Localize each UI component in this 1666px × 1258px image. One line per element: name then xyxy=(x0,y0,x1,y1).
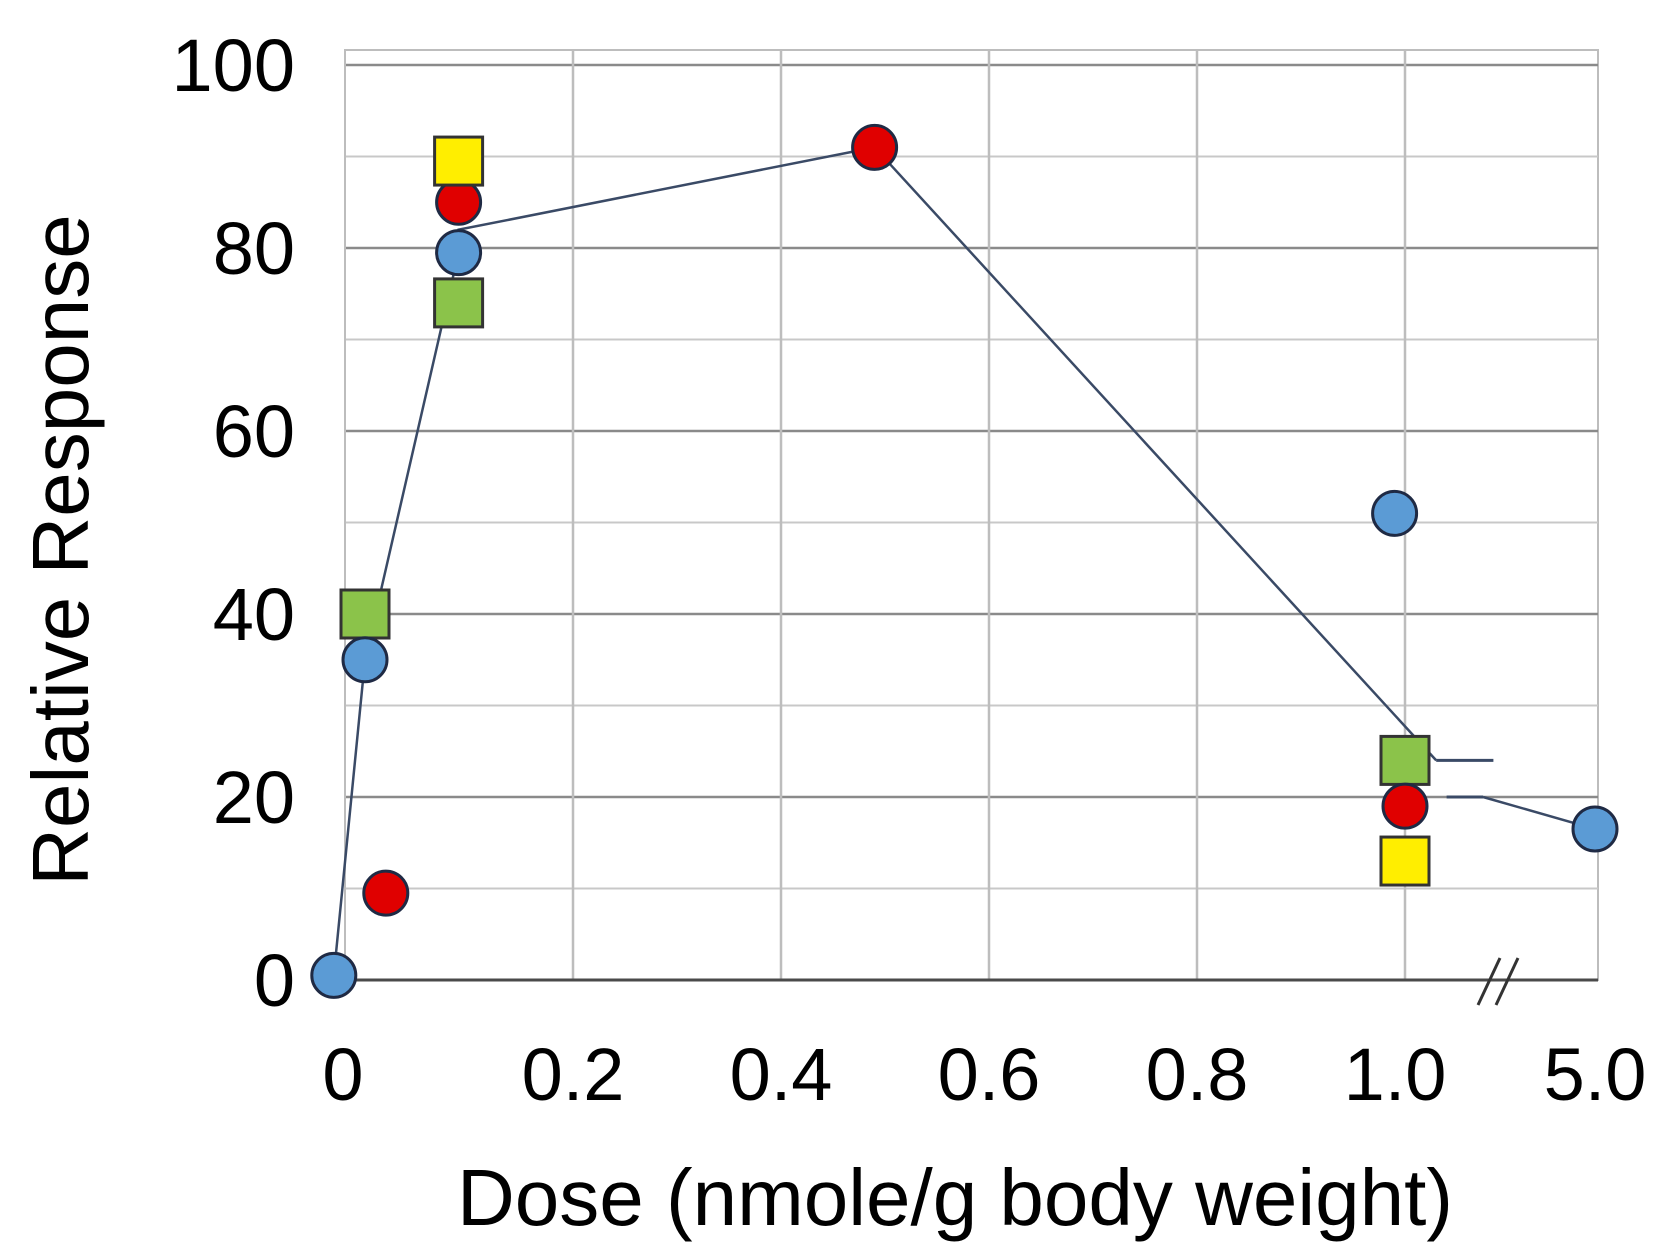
point-red-circle xyxy=(851,123,899,171)
point-red-circle xyxy=(435,178,483,226)
point-blue-circle xyxy=(1371,489,1419,537)
y-tick-label: 60 xyxy=(213,390,295,473)
point-blue-circle xyxy=(310,951,358,999)
point-yellow-square xyxy=(1379,835,1431,887)
point-blue-circle xyxy=(341,636,389,684)
point-red-circle xyxy=(362,869,410,917)
x-tick-label: 0.8 xyxy=(1146,1033,1249,1116)
x-tick-label: 1.0 xyxy=(1344,1033,1447,1116)
y-tick-label: 0 xyxy=(254,939,295,1022)
point-green-square xyxy=(1379,734,1431,786)
point-green-square xyxy=(433,277,485,329)
x-tick-label: 0.6 xyxy=(938,1033,1041,1116)
x-tick-label: 0.2 xyxy=(522,1033,625,1116)
y-tick-label: 40 xyxy=(213,573,295,656)
axes xyxy=(344,50,1598,1006)
x-tick-label: 5.0 xyxy=(1544,1033,1647,1116)
x-tick-label: 0 xyxy=(322,1033,363,1116)
y-tick-label: 80 xyxy=(213,207,295,290)
y-tick-label: 100 xyxy=(172,24,295,107)
point-blue-circle xyxy=(435,229,483,277)
x-axis-title: Dose (nmole/g body weight) xyxy=(457,1153,1453,1242)
point-green-square xyxy=(339,588,391,640)
axis-break-slash xyxy=(1494,957,1520,1006)
tick-labels: 0 20 40 60 80 100 0 0.2 0.4 0.6 0.8 1.0 5.0 xyxy=(172,24,1647,1116)
y-axis-title: Relative Response xyxy=(16,214,105,885)
point-red-circle xyxy=(1381,782,1429,830)
point-yellow-square xyxy=(433,135,485,187)
y-tick-label: 20 xyxy=(213,756,295,839)
axis-break-slash xyxy=(1476,957,1502,1006)
data-points xyxy=(310,123,1619,999)
point-blue-circle xyxy=(1571,805,1619,853)
x-tick-label: 0.4 xyxy=(730,1033,833,1116)
